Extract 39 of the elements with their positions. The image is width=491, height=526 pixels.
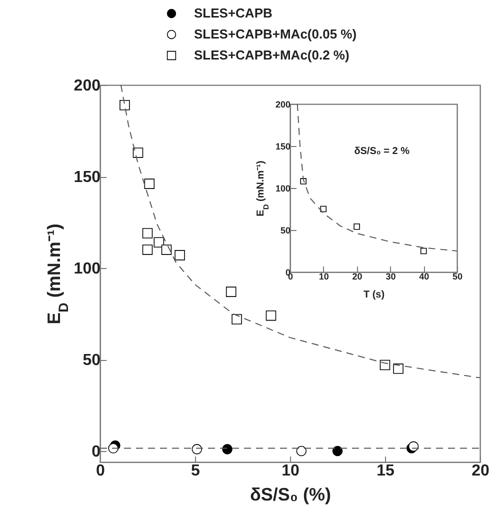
x-axis-title: δS/S₀ (%)	[250, 484, 332, 504]
x-tick-label: 50	[452, 272, 463, 282]
y-tick-label: 200	[74, 78, 101, 94]
legend-label: SLES+CAPB+MAc(0.2 %)	[194, 48, 350, 62]
x-tick-label: 20	[352, 272, 362, 282]
point	[192, 444, 202, 454]
x-tick-label: 5	[191, 462, 200, 480]
point	[332, 446, 343, 456]
y-tick-label: 150	[275, 142, 290, 152]
point	[154, 237, 164, 248]
point	[226, 286, 236, 297]
annotation: δS/S₀ = 2 %	[354, 146, 410, 158]
point	[108, 443, 118, 454]
x-axis-title: T (s)	[363, 290, 385, 300]
point	[132, 148, 144, 158]
point	[222, 444, 232, 454]
x-tick-label: 30	[386, 272, 396, 282]
point	[142, 228, 153, 238]
line-series	[120, 85, 480, 378]
point	[161, 244, 172, 255]
point	[420, 248, 427, 254]
y-tick-label: 100	[275, 184, 290, 194]
x-tick-label: 10	[282, 462, 300, 480]
point	[144, 178, 155, 189]
y-tick-label: 150	[74, 169, 101, 186]
y-tick-label: 0	[92, 444, 101, 461]
x-tick-label: 10	[318, 272, 329, 282]
x-tick-label: 40	[419, 272, 430, 282]
legend-label: SLES+CAPB	[194, 6, 272, 20]
y-tick-label: 50	[280, 226, 290, 236]
legend-label: SLES+CAPB+MAc(0.05 %)	[194, 26, 357, 42]
y-tick-label: 100	[74, 260, 101, 278]
point	[266, 310, 276, 321]
x-tick-label: 15	[376, 462, 394, 480]
x-tick-label: 20	[472, 462, 490, 480]
y-tick-label: 50	[82, 352, 101, 370]
point	[354, 224, 360, 230]
point	[142, 244, 153, 255]
y-tick-label: 200	[275, 100, 290, 110]
